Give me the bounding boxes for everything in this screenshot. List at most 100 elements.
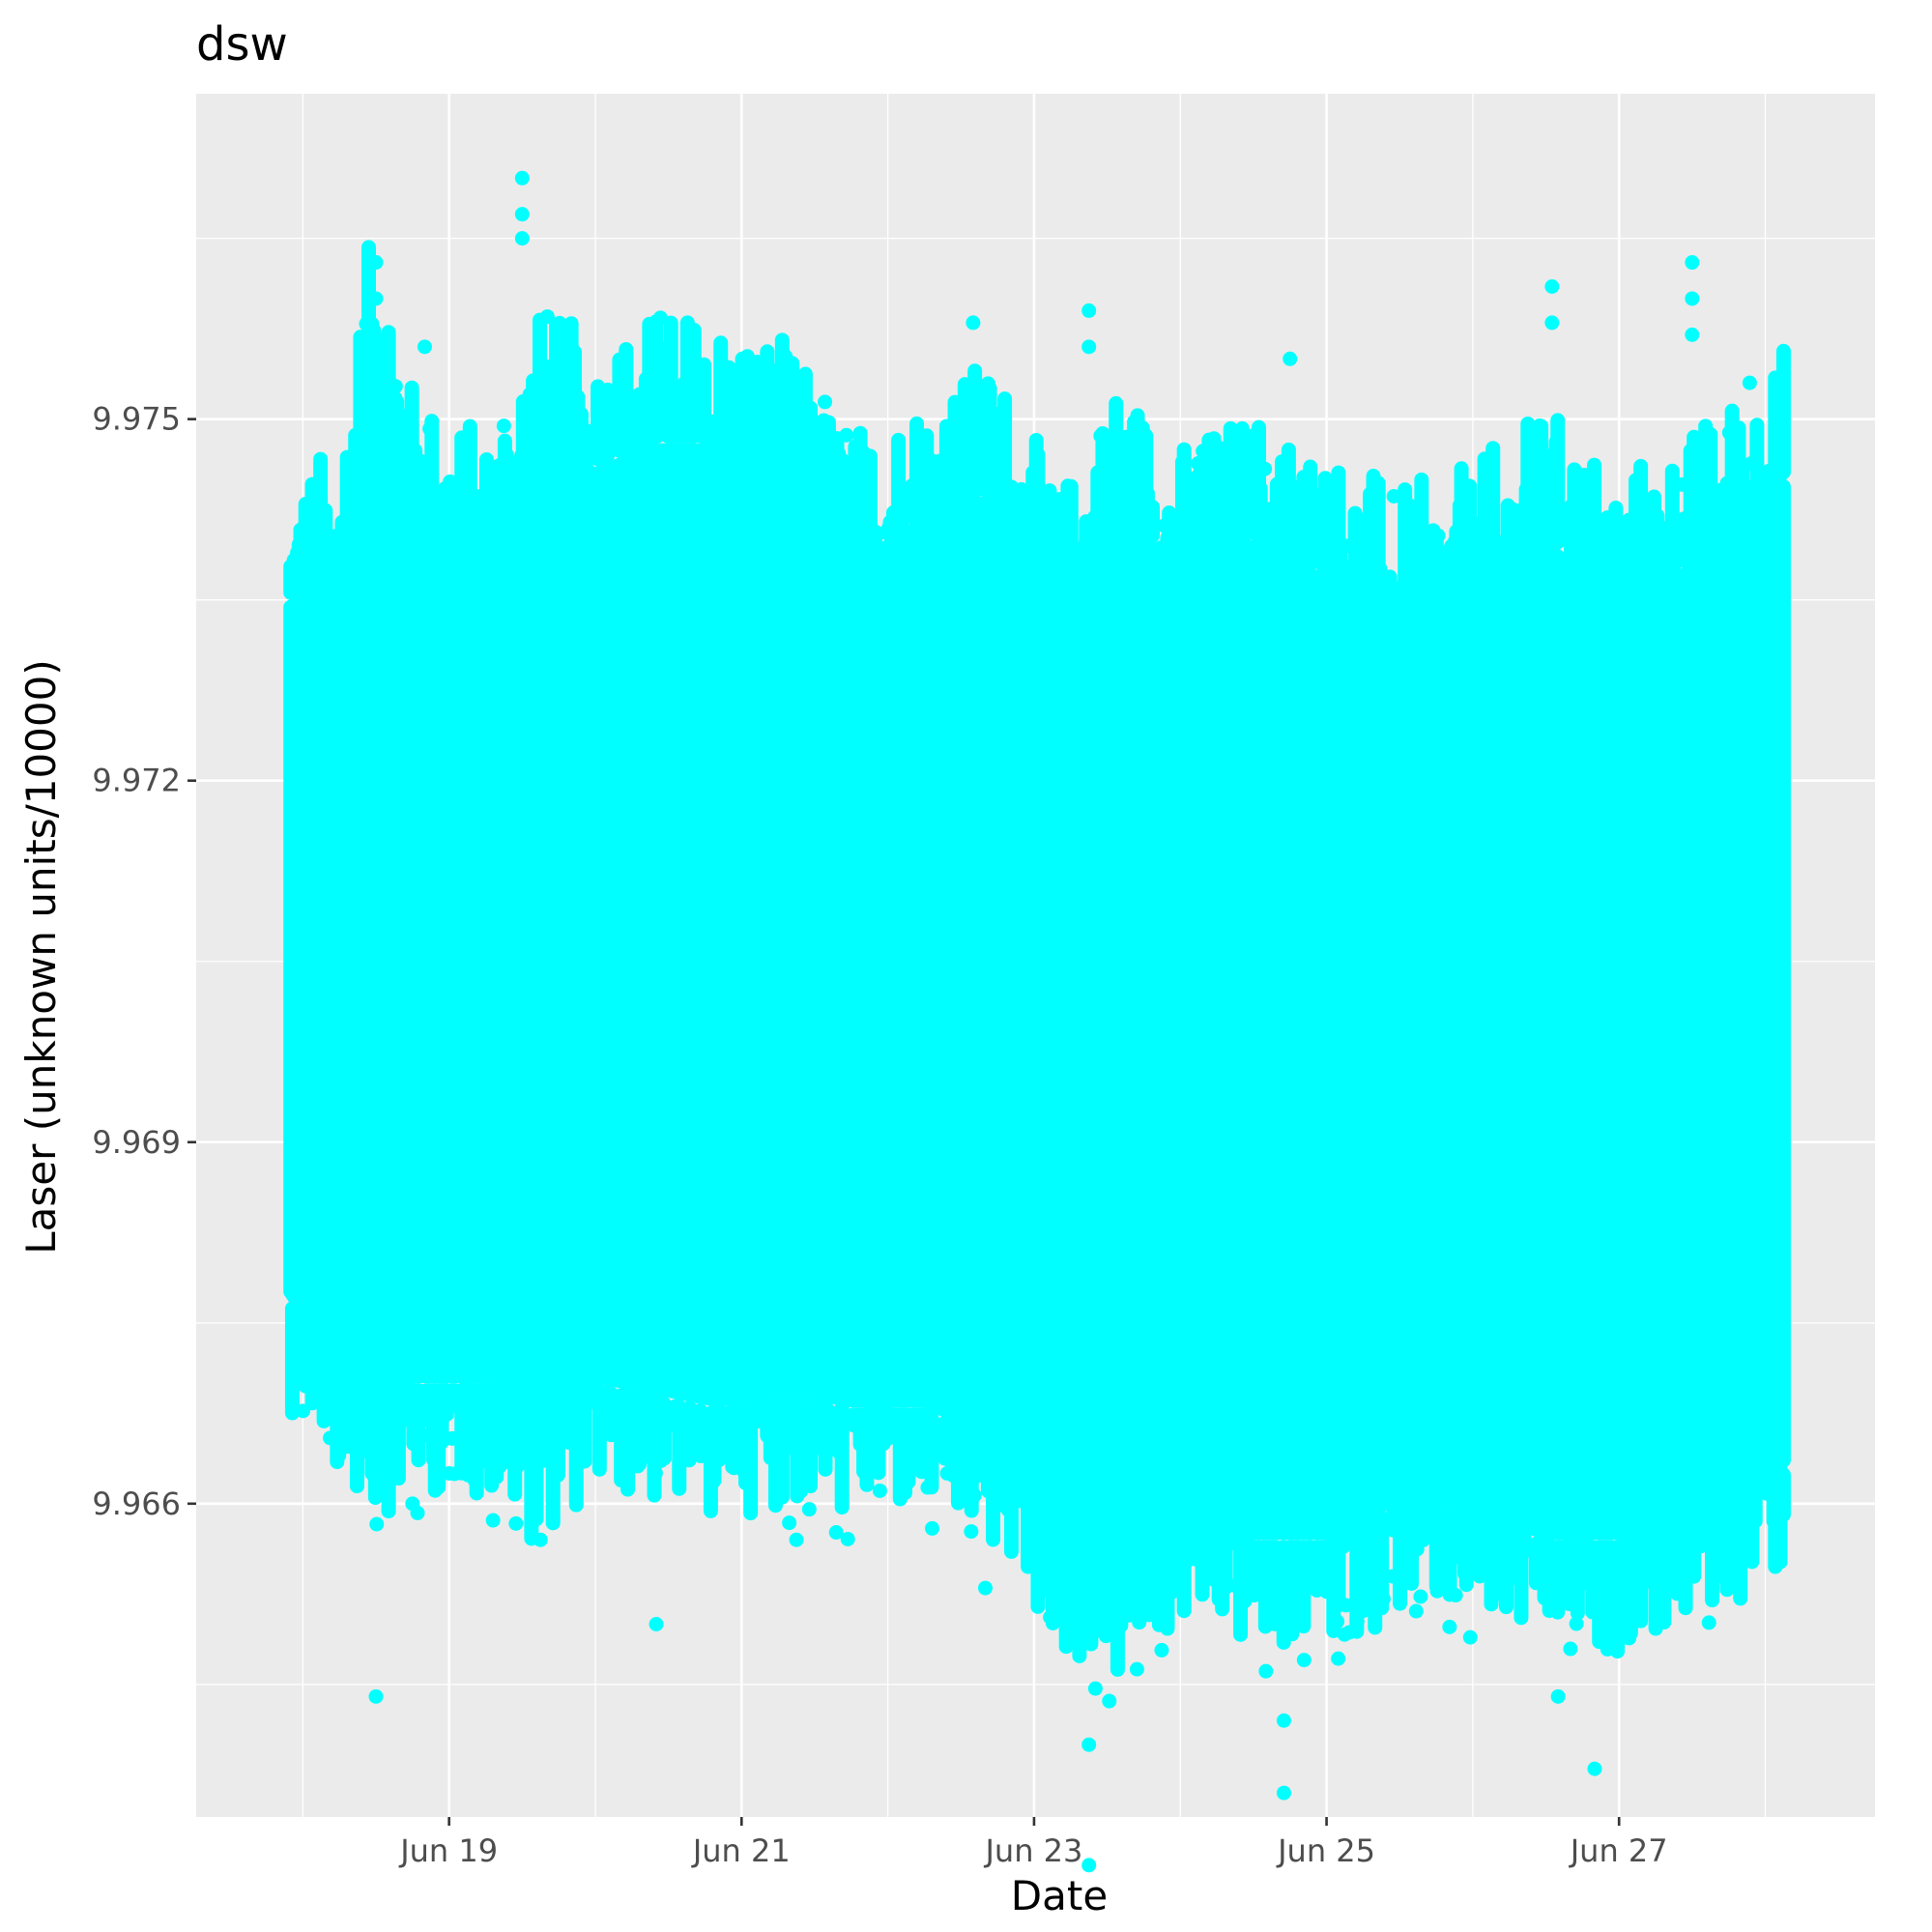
data-point — [447, 1466, 462, 1482]
data-point — [1154, 1642, 1169, 1658]
data-point — [1563, 1641, 1578, 1657]
data-point — [456, 1445, 472, 1460]
data-point — [1385, 1569, 1400, 1584]
data-point — [1628, 543, 1643, 559]
data-point-outlier — [368, 255, 384, 271]
data-point — [1730, 424, 1745, 440]
data-point — [410, 462, 425, 477]
data-point — [1225, 430, 1240, 446]
data-point — [1087, 1681, 1103, 1696]
data-point — [964, 1524, 979, 1540]
data-point — [1424, 1505, 1439, 1520]
data-point — [1026, 546, 1042, 562]
data-point — [1194, 558, 1209, 573]
data-point-column — [1550, 413, 1566, 550]
data-point — [620, 436, 636, 451]
data-point — [1322, 1565, 1338, 1580]
data-point — [677, 375, 692, 390]
data-point — [1512, 521, 1527, 536]
data-point-outlier — [417, 339, 432, 355]
data-point — [413, 1408, 428, 1424]
y-axis-title: Laser (unknown units/10000) — [17, 659, 65, 1254]
data-point — [1296, 1653, 1312, 1668]
data-point — [1039, 498, 1054, 513]
data-point — [1041, 1519, 1056, 1535]
data-point-outlier — [1276, 1785, 1291, 1801]
data-point — [1638, 572, 1654, 588]
data-point-column — [1144, 500, 1160, 543]
data-point-column — [424, 414, 440, 529]
data-point — [634, 1451, 649, 1466]
data-point — [1522, 424, 1538, 440]
data-point — [1408, 1499, 1424, 1514]
data-point-column — [743, 1400, 759, 1521]
data-point — [323, 1430, 338, 1446]
data-point — [1674, 476, 1689, 492]
data-point — [1496, 1528, 1512, 1543]
data-point — [1112, 494, 1128, 509]
data-point — [1393, 613, 1408, 628]
data-point — [662, 429, 678, 445]
data-point — [476, 519, 491, 534]
data-point — [723, 1404, 738, 1420]
data-point — [1710, 1564, 1725, 1579]
data-point — [1466, 590, 1482, 605]
data-point — [1257, 461, 1273, 476]
data-point — [850, 534, 865, 550]
data-point — [1208, 496, 1224, 511]
data-point — [1487, 572, 1503, 588]
data-point — [1479, 462, 1494, 477]
data-point — [536, 440, 552, 455]
data-point — [1462, 1629, 1478, 1645]
data-point — [1093, 428, 1109, 444]
data-point-outlier — [1081, 303, 1097, 318]
data-point — [829, 523, 845, 538]
data-point — [370, 332, 386, 347]
data-point — [1338, 538, 1353, 554]
data-point — [1144, 1543, 1160, 1558]
data-point — [1090, 1600, 1106, 1615]
data-point — [1056, 570, 1072, 586]
data-point — [1349, 1553, 1365, 1569]
data-point-outlier — [789, 1532, 804, 1547]
data-point — [1722, 1497, 1738, 1513]
data-point — [452, 491, 468, 506]
data-point — [1389, 1499, 1404, 1514]
x-tick-label: Jun 23 — [983, 1832, 1082, 1869]
data-point — [781, 473, 796, 488]
data-point — [1425, 582, 1440, 597]
data-point — [1258, 1663, 1274, 1679]
data-point — [834, 1400, 850, 1416]
data-point — [398, 1404, 414, 1420]
data-point — [296, 1403, 311, 1419]
data-point — [1043, 1609, 1058, 1625]
data-point — [1577, 1569, 1593, 1584]
data-point — [1175, 1512, 1191, 1527]
data-point — [1405, 549, 1421, 564]
data-point — [443, 530, 458, 545]
data-point — [481, 1382, 497, 1398]
data-point-column — [1775, 478, 1791, 1468]
data-point — [422, 421, 438, 437]
data-point — [415, 1384, 430, 1399]
data-point — [1583, 478, 1599, 494]
data-point — [1375, 1591, 1391, 1606]
data-point — [1331, 1651, 1346, 1666]
data-point — [388, 379, 403, 394]
data-point-column — [656, 1397, 672, 1466]
data-point-outlier — [533, 1532, 548, 1547]
data-point — [859, 1427, 875, 1442]
data-point-outlier — [1544, 315, 1560, 331]
data-point — [802, 1456, 818, 1472]
data-point — [1448, 1588, 1463, 1603]
data-point — [652, 310, 668, 326]
data-point — [1604, 1547, 1620, 1563]
x-tick-label: Jun 25 — [1276, 1832, 1375, 1869]
data-point-outlier — [649, 1617, 664, 1632]
data-point — [1051, 616, 1066, 631]
data-point — [749, 1393, 764, 1408]
data-point — [1689, 499, 1705, 514]
data-point-outlier — [405, 1496, 420, 1512]
data-point-column — [619, 341, 634, 455]
